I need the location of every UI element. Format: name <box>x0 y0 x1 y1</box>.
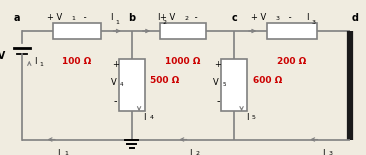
Text: 4: 4 <box>120 82 123 87</box>
Text: I: I <box>143 113 146 122</box>
Text: 1000 Ω: 1000 Ω <box>165 57 201 66</box>
Text: 3: 3 <box>312 20 316 25</box>
Text: 2: 2 <box>162 20 166 25</box>
Text: -: - <box>286 13 292 22</box>
Text: a: a <box>13 13 20 23</box>
Bar <box>53 23 101 39</box>
Text: 1: 1 <box>115 20 119 25</box>
Bar <box>119 59 145 111</box>
Text: -: - <box>192 13 198 22</box>
Text: +: + <box>214 60 221 69</box>
Text: 1: 1 <box>71 16 75 21</box>
Text: d: d <box>351 13 359 23</box>
Text: I: I <box>110 13 112 22</box>
Text: 200 Ω: 200 Ω <box>277 57 306 66</box>
Text: 500 Ω: 500 Ω <box>150 76 179 85</box>
Text: I: I <box>189 149 191 155</box>
Text: + V: + V <box>251 13 266 22</box>
Text: 3: 3 <box>329 151 332 155</box>
Text: 3: 3 <box>275 16 279 21</box>
Text: + V: + V <box>47 13 62 22</box>
Text: -: - <box>216 96 220 106</box>
Text: I: I <box>157 13 160 22</box>
Bar <box>266 23 317 39</box>
Text: -: - <box>113 96 117 106</box>
Text: 2: 2 <box>185 16 189 21</box>
Text: c: c <box>231 13 237 23</box>
Text: 5: 5 <box>252 115 256 120</box>
Text: 100 Ω: 100 Ω <box>62 57 92 66</box>
Text: + V: + V <box>160 13 176 22</box>
Text: 2: 2 <box>196 151 200 155</box>
Bar <box>221 59 247 111</box>
Text: I: I <box>322 149 324 155</box>
Text: b: b <box>128 13 135 23</box>
Bar <box>160 23 206 39</box>
Text: 600 Ω: 600 Ω <box>253 76 282 85</box>
Text: I: I <box>34 58 36 66</box>
Text: 4: 4 <box>149 115 153 120</box>
Text: 1: 1 <box>64 151 68 155</box>
Text: 6V: 6V <box>0 51 5 61</box>
Text: I: I <box>246 113 249 122</box>
Text: V: V <box>213 78 219 87</box>
Text: 1: 1 <box>40 62 44 67</box>
Text: 5: 5 <box>222 82 226 87</box>
Text: I: I <box>57 149 60 155</box>
Text: -: - <box>81 13 86 22</box>
Text: +: + <box>112 60 119 69</box>
Text: V: V <box>111 78 116 87</box>
Text: I: I <box>307 13 309 22</box>
